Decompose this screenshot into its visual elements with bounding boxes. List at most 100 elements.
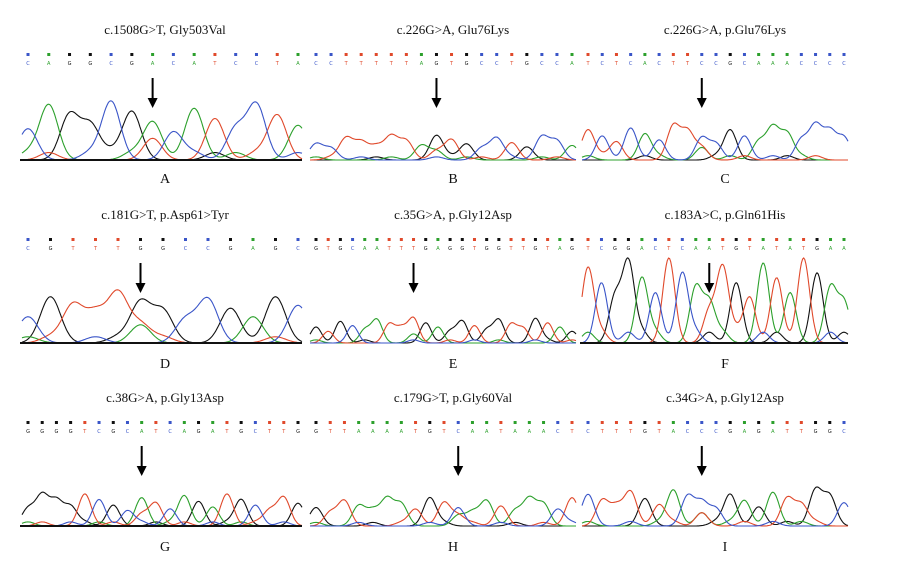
- chromatogram-trace: [309, 446, 577, 527]
- base-call-tick: [213, 53, 217, 56]
- sequencing-figure: c.1508G>T, Gly503Val C A G G C G A C A T C C T A A c.…: [20, 22, 870, 555]
- base-call-letter: A: [420, 61, 424, 67]
- base-call-tick: [326, 238, 330, 241]
- base-call-tick: [139, 238, 142, 241]
- base-call-letter: G: [814, 429, 818, 435]
- base-call-tick: [734, 238, 738, 241]
- chromatogram-trace: [309, 263, 577, 344]
- base-call-letter: T: [82, 429, 87, 435]
- base-call-tick: [371, 421, 375, 424]
- base-call-letter: A: [785, 61, 789, 67]
- base-call-tick: [253, 421, 257, 424]
- base-call-letter: C: [351, 246, 355, 252]
- base-call-tick: [829, 238, 833, 241]
- panel-e: c.35G>A, p.Gly12Asp G T G C A A T T T G A G G T G G T T G T…: [308, 207, 598, 397]
- base-call-letter: G: [88, 61, 92, 67]
- base-call-tick: [707, 238, 711, 241]
- base-call-tick: [387, 238, 391, 241]
- base-call-tick: [721, 238, 725, 241]
- base-call-tick: [116, 238, 120, 241]
- base-call-letter: C: [480, 61, 484, 67]
- base-call-letter: T: [267, 429, 272, 435]
- panel-title: c.34G>A, p.Gly12Asp: [666, 390, 784, 405]
- base-call-letter: T: [449, 61, 454, 67]
- base-call-tick: [525, 53, 529, 56]
- base-call-letter: T: [569, 429, 574, 435]
- base-call-tick: [472, 238, 476, 241]
- base-call-letter: G: [49, 246, 53, 252]
- trace-c: [581, 121, 849, 161]
- base-call-letter: A: [672, 429, 676, 435]
- base-call-tick: [239, 421, 243, 424]
- base-call-letter: C: [700, 61, 704, 67]
- base-call-letter: C: [629, 61, 633, 67]
- panel-label: H: [447, 540, 459, 555]
- mutation-arrow-icon: [704, 283, 715, 293]
- base-call-tick: [184, 238, 187, 241]
- base-call-tick: [68, 53, 72, 56]
- base-call-letter: G: [815, 246, 819, 252]
- base-call-tick: [275, 53, 279, 56]
- base-call-tick: [314, 53, 318, 56]
- base-call-letter: A: [558, 246, 562, 252]
- panel-f: c.183A>C, p.Gln61His T C G G A C T C A A T G T A T A T G A…: [580, 207, 870, 397]
- base-call-tick: [168, 421, 172, 424]
- base-call-tick: [540, 53, 544, 56]
- base-call-tick: [485, 421, 489, 424]
- base-call-tick: [161, 238, 165, 241]
- base-call-letter: G: [435, 61, 439, 67]
- panel-title: c.181G>T, p.Asp61>Tyr: [101, 207, 229, 222]
- base-call-tick: [434, 53, 438, 56]
- trace-g: [582, 129, 848, 161]
- base-call-letter: T: [585, 61, 590, 67]
- base-call-letter: C: [206, 246, 210, 252]
- base-call-tick: [26, 53, 30, 56]
- base-call-letter: A: [296, 61, 300, 67]
- base-call-letter: C: [842, 429, 846, 435]
- chromatogram-trace: [581, 78, 849, 161]
- trace-a: [309, 318, 577, 344]
- base-call-letter: C: [296, 246, 300, 252]
- base-call-letter: C: [743, 61, 747, 67]
- base-call-letter: A: [528, 429, 532, 435]
- base-call-letter: A: [47, 61, 51, 67]
- base-call-letter: G: [314, 429, 318, 435]
- base-call-tick: [206, 238, 210, 241]
- panel-label: F: [721, 357, 729, 372]
- base-call-letter: T: [472, 246, 477, 252]
- base-call-letter: G: [465, 61, 469, 67]
- base-call-tick: [404, 53, 408, 56]
- base-call-letter: G: [54, 429, 58, 435]
- base-call-letter: A: [761, 246, 765, 252]
- base-call-tick: [761, 238, 765, 241]
- panel-h: c.179G>T, p.Gly60Val G T T A A A A T G T C A A T A A A C T…: [308, 390, 598, 580]
- base-call-tick: [314, 421, 318, 424]
- base-call-tick: [130, 53, 134, 56]
- trace-g: [309, 317, 577, 344]
- base-call-tick: [69, 421, 73, 424]
- base-call-tick: [629, 53, 633, 56]
- base-call-letter: G: [130, 61, 134, 67]
- base-call-letter: C: [828, 61, 832, 67]
- base-call-letter: A: [485, 429, 489, 435]
- base-call-letter: A: [471, 429, 475, 435]
- trace-c: [21, 296, 303, 344]
- base-call-letter: T: [404, 61, 409, 67]
- base-call-tick: [613, 238, 617, 241]
- base-call-letter: T: [344, 61, 349, 67]
- base-call-tick: [700, 421, 704, 424]
- base-call-tick: [799, 421, 803, 424]
- base-call-tick: [254, 53, 258, 56]
- base-call-letter: T: [509, 61, 514, 67]
- base-call-letter: T: [212, 61, 217, 67]
- base-call-letter: G: [497, 246, 501, 252]
- base-call-letter: G: [613, 246, 617, 252]
- base-call-tick: [586, 53, 590, 56]
- base-call-letter: T: [685, 61, 690, 67]
- base-call-tick: [399, 421, 403, 424]
- base-call-tick: [274, 238, 277, 241]
- base-call-tick: [586, 421, 590, 424]
- base-call-letter: T: [614, 429, 619, 435]
- base-call-tick: [171, 53, 175, 56]
